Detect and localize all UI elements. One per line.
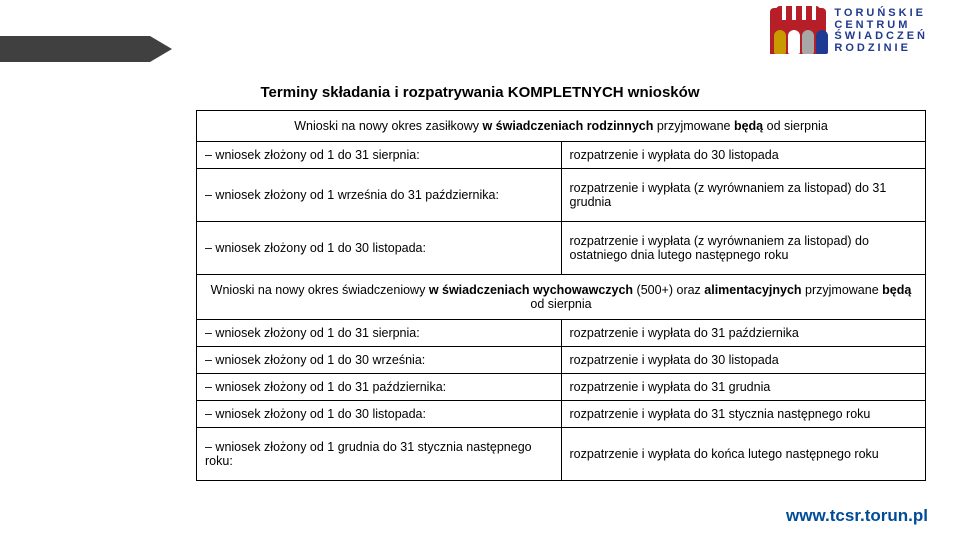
logo-figure: [774, 30, 786, 54]
cell-outcome: rozpatrzenie i wypłata do 31 grudnia: [561, 374, 926, 401]
cell-condition: – wniosek złożony od 1 do 30 września:: [197, 347, 562, 374]
table-row: – wniosek złożony od 1 do 30 września: r…: [197, 347, 926, 374]
table-row: – wniosek złożony od 1 do 30 listopada: …: [197, 222, 926, 275]
logo-line: ŚWIADCZEŃ: [834, 31, 928, 43]
table-row: – wniosek złożony od 1 grudnia do 31 sty…: [197, 428, 926, 481]
cell-outcome: rozpatrzenie i wypłata do końca lutego n…: [561, 428, 926, 481]
cell-condition: – wniosek złożony od 1 do 30 listopada:: [197, 401, 562, 428]
cell-condition: – wniosek złożony od 1 do 31 sierpnia:: [197, 320, 562, 347]
table-row: – wniosek złożony od 1 do 31 sierpnia: r…: [197, 320, 926, 347]
cell-outcome: rozpatrzenie i wypłata (z wyrównaniem za…: [561, 222, 926, 275]
section-header-row: Wnioski na nowy okres świadczeniowy w św…: [197, 275, 926, 320]
logo-figure: [788, 30, 800, 54]
footer-url: www.tcsr.torun.pl: [786, 506, 928, 526]
logo-text: TORUŃSKIE CENTRUM ŚWIADCZEŃ RODZINIE: [834, 8, 928, 54]
cell-condition: – wniosek złożony od 1 do 31 październik…: [197, 374, 562, 401]
deadlines-table: Wnioski na nowy okres zasiłkowy w świadc…: [196, 110, 926, 481]
cell-condition: – wniosek złożony od 1 do 31 sierpnia:: [197, 142, 562, 169]
cell-outcome: rozpatrzenie i wypłata do 30 listopada: [561, 142, 926, 169]
cell-condition: – wniosek złożony od 1 do 30 listopada:: [197, 222, 562, 275]
cell-condition: – wniosek złożony od 1 grudnia do 31 sty…: [197, 428, 562, 481]
cell-outcome: rozpatrzenie i wypłata do 31 październik…: [561, 320, 926, 347]
table-row: – wniosek złożony od 1 do 31 październik…: [197, 374, 926, 401]
logo-figure: [816, 30, 828, 54]
decor-arrow: [0, 36, 175, 62]
section-2-header: Wnioski na nowy okres świadczeniowy w św…: [197, 275, 926, 320]
logo-line: TORUŃSKIE: [834, 8, 928, 20]
section-header-row: Wnioski na nowy okres zasiłkowy w świadc…: [197, 111, 926, 142]
brand-logo: TORUŃSKIE CENTRUM ŚWIADCZEŃ RODZINIE: [770, 8, 928, 54]
logo-graphic: [770, 8, 826, 54]
cell-outcome: rozpatrzenie i wypłata do 31 stycznia na…: [561, 401, 926, 428]
section-1-header: Wnioski na nowy okres zasiłkowy w świadc…: [197, 111, 926, 142]
cell-outcome: rozpatrzenie i wypłata do 30 listopada: [561, 347, 926, 374]
logo-figure: [802, 30, 814, 54]
table-row: – wniosek złożony od 1 do 31 sierpnia: r…: [197, 142, 926, 169]
cell-outcome: rozpatrzenie i wypłata (z wyrównaniem za…: [561, 169, 926, 222]
table-row: – wniosek złożony od 1 do 30 listopada: …: [197, 401, 926, 428]
logo-line: RODZINIE: [834, 43, 928, 55]
page-heading: Terminy składania i rozpatrywania KOMPLE…: [0, 84, 960, 101]
table-row: – wniosek złożony od 1 września do 31 pa…: [197, 169, 926, 222]
cell-condition: – wniosek złożony od 1 września do 31 pa…: [197, 169, 562, 222]
